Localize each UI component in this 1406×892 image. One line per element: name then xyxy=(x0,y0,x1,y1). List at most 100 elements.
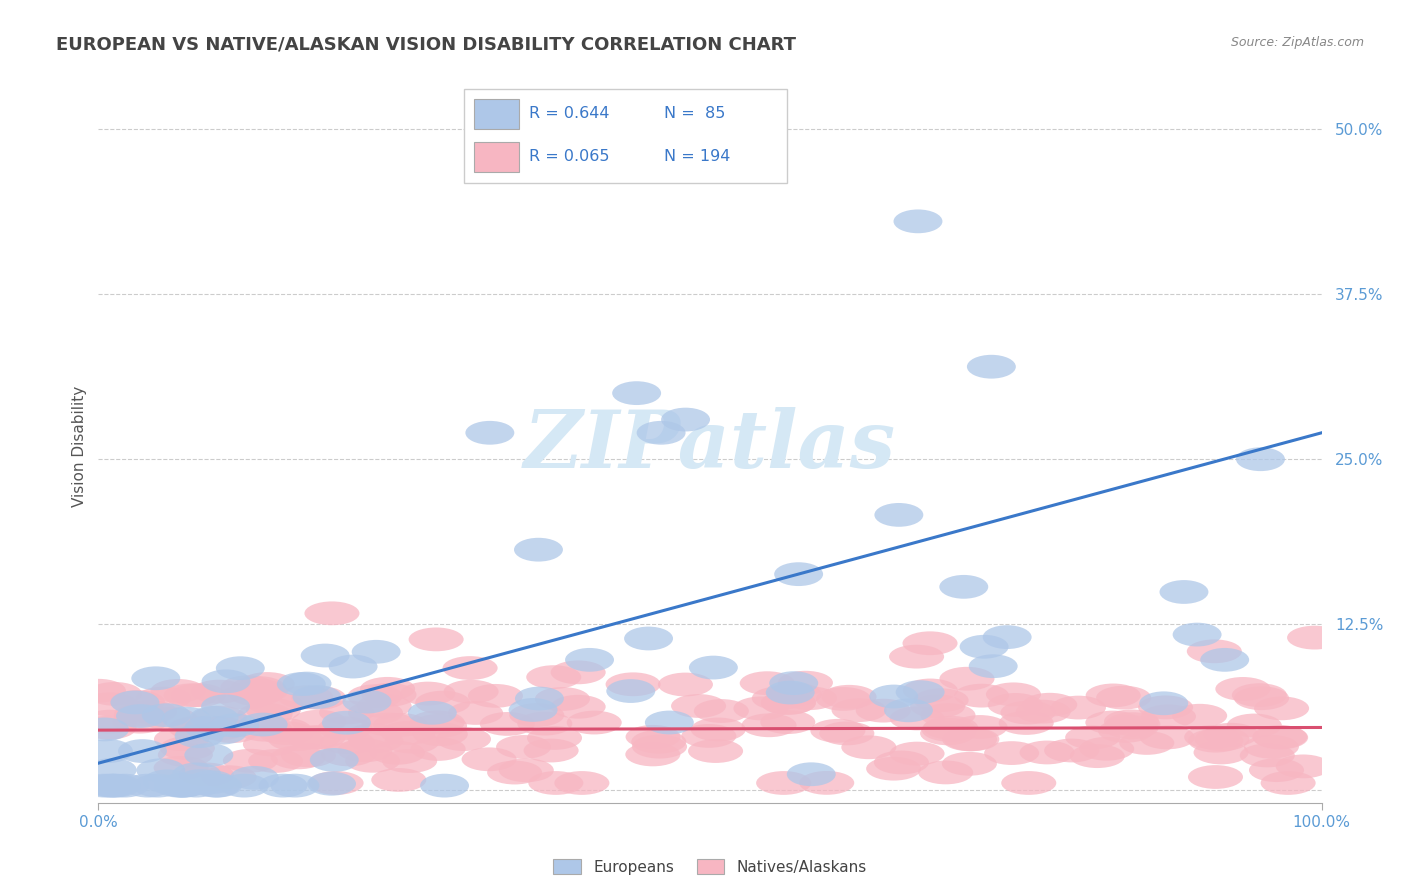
Ellipse shape xyxy=(246,698,301,723)
Ellipse shape xyxy=(1195,727,1250,751)
Ellipse shape xyxy=(224,749,278,772)
Ellipse shape xyxy=(1019,740,1074,764)
Ellipse shape xyxy=(1139,691,1188,715)
Ellipse shape xyxy=(270,773,319,797)
Ellipse shape xyxy=(291,686,346,710)
Ellipse shape xyxy=(1261,771,1316,795)
Ellipse shape xyxy=(612,381,661,405)
Ellipse shape xyxy=(515,687,564,710)
Ellipse shape xyxy=(131,666,180,690)
Ellipse shape xyxy=(80,717,129,741)
Ellipse shape xyxy=(689,656,738,680)
Ellipse shape xyxy=(890,706,945,731)
Ellipse shape xyxy=(172,683,226,707)
Ellipse shape xyxy=(100,773,149,797)
Ellipse shape xyxy=(523,739,579,763)
Ellipse shape xyxy=(969,655,1018,678)
Ellipse shape xyxy=(283,672,332,696)
Ellipse shape xyxy=(637,421,686,445)
FancyBboxPatch shape xyxy=(474,98,519,128)
Ellipse shape xyxy=(221,675,276,699)
Ellipse shape xyxy=(967,355,1015,378)
Ellipse shape xyxy=(1097,686,1152,709)
Ellipse shape xyxy=(198,721,246,745)
FancyBboxPatch shape xyxy=(474,142,519,171)
Ellipse shape xyxy=(499,758,554,782)
Ellipse shape xyxy=(986,682,1040,706)
Ellipse shape xyxy=(821,685,876,708)
Ellipse shape xyxy=(894,210,942,233)
Ellipse shape xyxy=(606,673,661,696)
Ellipse shape xyxy=(1104,709,1159,733)
Text: N = 194: N = 194 xyxy=(665,149,731,164)
Ellipse shape xyxy=(1160,580,1208,604)
Ellipse shape xyxy=(875,750,929,774)
Ellipse shape xyxy=(658,673,713,697)
Ellipse shape xyxy=(219,773,269,797)
Ellipse shape xyxy=(1194,740,1249,764)
Ellipse shape xyxy=(193,716,247,740)
Ellipse shape xyxy=(343,690,391,714)
Ellipse shape xyxy=(309,748,359,772)
Ellipse shape xyxy=(1022,693,1077,716)
Ellipse shape xyxy=(259,773,308,797)
Ellipse shape xyxy=(896,681,945,704)
Ellipse shape xyxy=(875,503,924,527)
Ellipse shape xyxy=(945,727,1000,751)
Ellipse shape xyxy=(318,716,373,740)
Ellipse shape xyxy=(201,695,250,718)
Ellipse shape xyxy=(820,722,875,746)
Ellipse shape xyxy=(347,684,402,708)
Ellipse shape xyxy=(184,715,233,739)
Ellipse shape xyxy=(269,728,323,751)
Ellipse shape xyxy=(682,724,737,747)
Ellipse shape xyxy=(752,687,807,710)
Ellipse shape xyxy=(527,726,582,750)
Ellipse shape xyxy=(661,408,710,432)
Ellipse shape xyxy=(193,773,242,797)
Ellipse shape xyxy=(87,758,136,781)
Ellipse shape xyxy=(83,710,138,733)
Ellipse shape xyxy=(157,743,212,767)
Ellipse shape xyxy=(1001,700,1056,724)
Ellipse shape xyxy=(517,712,572,736)
Text: R = 0.644: R = 0.644 xyxy=(529,106,609,121)
Ellipse shape xyxy=(211,714,259,738)
Ellipse shape xyxy=(1188,765,1243,789)
Ellipse shape xyxy=(136,758,186,782)
Ellipse shape xyxy=(205,719,260,743)
Ellipse shape xyxy=(486,761,543,784)
Ellipse shape xyxy=(187,771,236,794)
Ellipse shape xyxy=(565,648,614,672)
Ellipse shape xyxy=(117,704,165,728)
Ellipse shape xyxy=(1201,648,1249,672)
Ellipse shape xyxy=(231,676,285,700)
Ellipse shape xyxy=(134,773,183,797)
Ellipse shape xyxy=(411,737,465,761)
Ellipse shape xyxy=(176,769,225,793)
Ellipse shape xyxy=(761,710,815,734)
Text: ZIPatlas: ZIPatlas xyxy=(524,408,896,484)
Ellipse shape xyxy=(89,773,138,797)
Ellipse shape xyxy=(645,711,693,734)
Ellipse shape xyxy=(761,690,815,714)
Ellipse shape xyxy=(856,698,911,723)
Ellipse shape xyxy=(346,723,401,747)
Ellipse shape xyxy=(778,671,832,695)
Ellipse shape xyxy=(815,687,870,711)
Ellipse shape xyxy=(921,703,976,727)
Ellipse shape xyxy=(321,731,375,754)
Ellipse shape xyxy=(191,706,246,730)
Ellipse shape xyxy=(526,665,581,689)
Ellipse shape xyxy=(841,735,897,759)
Ellipse shape xyxy=(903,632,957,655)
Ellipse shape xyxy=(449,701,503,725)
Ellipse shape xyxy=(924,715,979,739)
Ellipse shape xyxy=(143,770,193,793)
Ellipse shape xyxy=(217,686,273,709)
Ellipse shape xyxy=(810,719,866,743)
Ellipse shape xyxy=(1254,697,1309,720)
Ellipse shape xyxy=(1275,755,1330,779)
Ellipse shape xyxy=(942,728,997,751)
Ellipse shape xyxy=(357,694,412,718)
